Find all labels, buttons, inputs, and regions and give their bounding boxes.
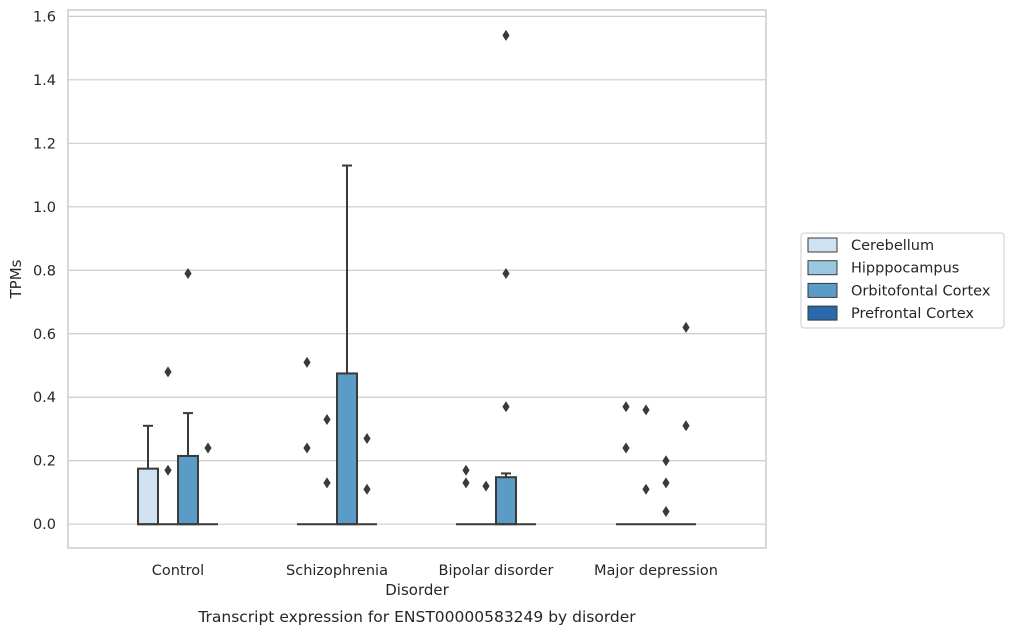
outlier-point: [682, 321, 690, 333]
y-tick-label: 0.2: [33, 454, 56, 470]
x-tick-label: Major depression: [594, 563, 718, 579]
outlier-point: [164, 464, 172, 476]
box-body: [137, 467, 159, 526]
x-axis-label: Disorder: [385, 581, 449, 599]
x-tick-label: Schizophrenia: [286, 563, 388, 579]
legend-label: Cerebellum: [851, 238, 934, 254]
outlier-point: [363, 483, 371, 495]
x-tick-label: Control: [152, 563, 204, 579]
legend-swatch: [807, 282, 838, 298]
legend-frame: [800, 232, 1005, 329]
x-tick-label: Bipolar disorder: [439, 563, 554, 579]
outlier-point: [462, 464, 470, 476]
outlier-point: [323, 477, 331, 489]
y-tick-label: 1.6: [33, 9, 56, 25]
legend-item[interactable]: Orbitofontal Cortex: [807, 282, 991, 299]
box-orbitofontal-cortex: [336, 164, 358, 526]
outliers: [164, 29, 690, 517]
outlier-point: [303, 356, 311, 368]
legend-swatch: [807, 260, 838, 276]
outlier-point: [204, 442, 212, 454]
y-tick-label: 0.0: [33, 517, 56, 533]
legend-swatch: [807, 305, 838, 321]
y-axis-ticks: 0.0 0.2 0.4 0.6 0.8 1.0 1.2 1.4 1.6: [33, 9, 56, 533]
outlier-point: [323, 413, 331, 425]
y-tick-label: 0.6: [33, 327, 56, 343]
y-tick-label: 1.4: [33, 73, 56, 89]
y-tick-label: 1.2: [33, 136, 56, 152]
y-tick-label: 1.0: [33, 200, 56, 216]
chart-caption: Transcript expression for ENST0000058324…: [197, 608, 636, 626]
outlier-point: [502, 29, 510, 41]
box-orbitofontal-cortex: [177, 412, 199, 526]
outlier-point: [682, 420, 690, 432]
outlier-point: [622, 442, 630, 454]
legend-swatch: [807, 237, 838, 253]
legend-item[interactable]: Prefrontal Cortex: [807, 305, 974, 322]
outlier-point: [184, 267, 192, 279]
outlier-point: [482, 480, 490, 492]
outlier-point: [303, 442, 311, 454]
outlier-point: [662, 455, 670, 467]
outlier-point: [502, 401, 510, 413]
outlier-point: [662, 505, 670, 517]
plot-frame: [67, 9, 767, 549]
x-axis-ticks: Control Schizophrenia Bipolar disorder Majo…: [152, 563, 718, 579]
legend-label: Prefrontal Cortex: [851, 306, 974, 322]
box-body: [336, 372, 358, 526]
outlier-point: [164, 366, 172, 378]
y-tick-label: 0.8: [33, 263, 56, 279]
box-body: [495, 476, 517, 526]
outlier-point: [462, 477, 470, 489]
box-cerebellum: [137, 424, 159, 526]
outlier-point: [642, 483, 650, 495]
box-body: [177, 454, 199, 526]
outlier-point: [502, 267, 510, 279]
box-orbitofontal-cortex: [495, 472, 517, 526]
legend-label: Hipppocampus: [851, 261, 959, 277]
boxes: [137, 164, 696, 526]
legend[interactable]: Cerebellum Hipppocampus Orbitofontal Corte…: [800, 232, 1005, 329]
outlier-point: [622, 401, 630, 413]
y-axis-label: TPMs: [7, 259, 25, 299]
legend-item[interactable]: Hipppocampus: [807, 260, 959, 277]
outlier-point: [662, 477, 670, 489]
outlier-point: [363, 432, 371, 444]
legend-item[interactable]: Cerebellum: [807, 237, 934, 254]
outlier-point: [642, 404, 650, 416]
legend-label: Orbitofontal Cortex: [851, 283, 991, 299]
y-tick-label: 0.4: [33, 390, 56, 406]
